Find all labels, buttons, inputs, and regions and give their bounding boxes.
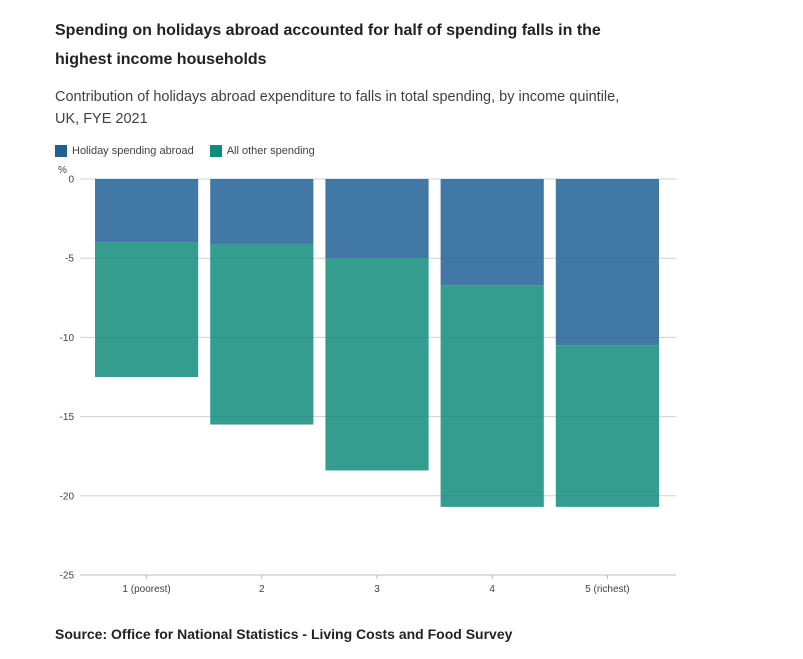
bar-other-4 bbox=[440, 285, 544, 507]
legend-swatch-holiday bbox=[55, 145, 67, 157]
y-axis: %0 -5 -10 -15 -20 -25 bbox=[58, 165, 74, 582]
y-axis-unit-label: % bbox=[58, 165, 67, 176]
bar-other-5 bbox=[555, 345, 659, 507]
legend-label-other: All other spending bbox=[226, 145, 315, 157]
legend-item-other: All other spending bbox=[209, 145, 315, 157]
bar-holiday-3 bbox=[325, 179, 429, 259]
legend: Holiday spending abroad All other spendi… bbox=[55, 145, 331, 157]
source-note: Source: Office for National Statistics -… bbox=[55, 626, 513, 642]
bar-holiday-1 bbox=[95, 179, 199, 243]
bar-other-1 bbox=[95, 242, 199, 377]
y-tick-label: -5 bbox=[65, 254, 74, 265]
chart-subtitle: Contribution of holidays abroad expendit… bbox=[55, 89, 620, 127]
bar-holiday-4 bbox=[440, 179, 544, 286]
x-tick-label: 1 (poorest) bbox=[122, 584, 170, 595]
bar-holiday-2 bbox=[210, 179, 314, 244]
x-tick-label: 5 (richest) bbox=[585, 584, 629, 595]
x-tick-label: 2 bbox=[259, 584, 265, 595]
y-tick-label: -10 bbox=[60, 333, 75, 344]
y-tick-label: -15 bbox=[60, 412, 75, 423]
y-tick-label: 0 bbox=[68, 175, 74, 186]
bar-holiday-5 bbox=[555, 179, 659, 346]
x-tick-label: 4 bbox=[489, 584, 495, 595]
bar-other-3 bbox=[325, 258, 429, 471]
legend-label-holiday: Holiday spending abroad bbox=[72, 145, 194, 157]
legend-swatch-other bbox=[209, 145, 222, 157]
x-axis: 1 (poorest) 2 3 4 5 (richest) bbox=[80, 574, 676, 595]
chart-title: Spending on holidays abroad accounted fo… bbox=[55, 22, 601, 68]
y-tick-label: -25 bbox=[60, 571, 75, 582]
legend-item-holiday: Holiday spending abroad bbox=[55, 145, 194, 157]
y-tick-label: -20 bbox=[60, 491, 75, 502]
x-tick-label: 3 bbox=[374, 584, 380, 595]
bars bbox=[95, 179, 659, 507]
bar-other-2 bbox=[210, 243, 314, 425]
